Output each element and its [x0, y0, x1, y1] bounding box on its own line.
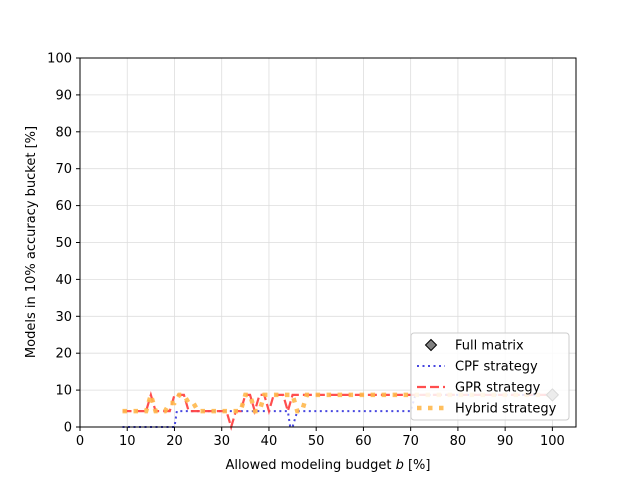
legend: Full matrix CPF strategy GPR strategy Hybri…	[410, 332, 570, 421]
x-tick-label: 90	[497, 434, 514, 449]
x-tick-label: 10	[119, 434, 136, 449]
legend-label-cpf-strategy: CPF strategy	[455, 360, 538, 375]
legend-label-hybrid-strategy: Hybrid strategy	[455, 402, 557, 417]
y-tick-label: 90	[55, 88, 72, 103]
x-tick-label: 70	[402, 434, 419, 449]
x-tick-label: 100	[540, 434, 565, 449]
x-tick-label: 20	[166, 434, 183, 449]
x-tick-label: 30	[213, 434, 230, 449]
y-tick-label: 50	[55, 236, 72, 251]
x-tick-label: 40	[261, 434, 278, 449]
y-tick-label: 70	[55, 162, 72, 177]
x-axis-label-suffix: [%]	[404, 458, 431, 473]
legend-box	[410, 332, 570, 421]
x-axis-label-variable: b	[396, 458, 404, 473]
axis-ticks: 0 10 20 30 40 50 60 70 80 90 100 0 10 20 30 40 50 60 70 80 9…	[47, 52, 565, 450]
x-tick-label: 60	[355, 434, 372, 449]
y-axis-label: Models in 10% accuracy bucket [%]	[24, 126, 39, 358]
y-tick-label: 40	[55, 273, 72, 288]
y-tick-label: 20	[55, 347, 72, 362]
legend-label-gpr-strategy: GPR strategy	[455, 381, 541, 396]
y-tick-label: 10	[55, 384, 72, 399]
legend-marker-full-matrix	[424, 338, 438, 352]
x-axis-label: Allowed modeling budget b [%]	[226, 458, 431, 473]
y-tick-label: 100	[47, 52, 72, 67]
x-tick-label: 0	[76, 434, 84, 449]
x-tick-label: 80	[450, 434, 467, 449]
x-tick-label: 50	[308, 434, 325, 449]
x-axis-label-prefix: Allowed modeling budget	[226, 458, 396, 473]
y-tick-label: 80	[55, 125, 72, 140]
y-tick-label: 0	[64, 421, 72, 436]
y-tick-label: 60	[55, 199, 72, 214]
gpr-strategy-line	[122, 390, 548, 431]
legend-label-full-matrix: Full matrix	[455, 339, 524, 354]
y-tick-label: 30	[55, 310, 72, 325]
